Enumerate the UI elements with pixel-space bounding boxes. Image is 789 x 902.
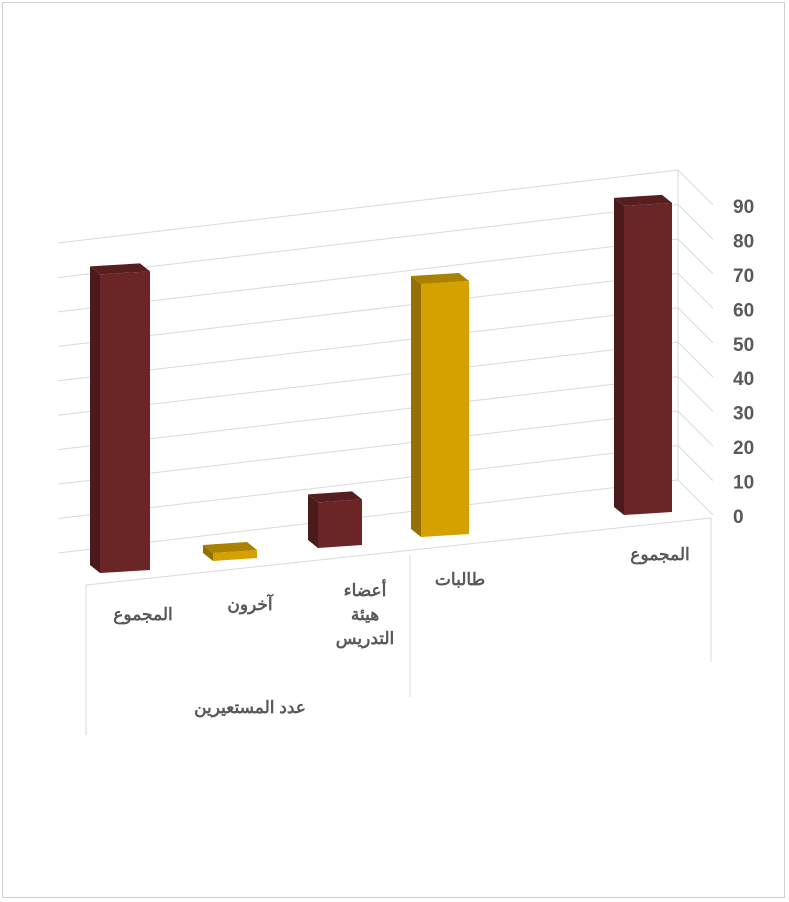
y-tick-label: 70 — [733, 266, 754, 287]
bar — [308, 491, 362, 548]
y-tick-label: 30 — [733, 404, 754, 425]
group-label: عدد المستعيرين — [194, 698, 306, 718]
y-tick-label: 0 — [733, 507, 744, 528]
bar-front — [100, 271, 150, 573]
bar — [614, 194, 672, 515]
side-gridline — [677, 307, 714, 344]
bar-top — [308, 491, 362, 503]
bar-side — [614, 197, 624, 515]
category-label: المجموع — [113, 605, 172, 625]
side-gridline — [677, 204, 714, 240]
y-tick-label: 90 — [733, 197, 754, 218]
group-labels: عدد المستعيرين — [194, 698, 306, 718]
y-tick-label: 50 — [733, 335, 754, 356]
bar-side — [411, 276, 421, 537]
gridlines — [57, 169, 714, 735]
bars — [90, 194, 672, 573]
bar-front — [624, 202, 672, 515]
y-tick-label: 20 — [733, 438, 754, 459]
bar-front — [213, 550, 257, 561]
y-axis-ticks: 0 10 20 30 40 50 60 70 80 90 — [733, 197, 754, 528]
bar-top — [411, 273, 469, 285]
gridline — [57, 238, 679, 313]
axis-divider — [85, 517, 712, 586]
gridline — [57, 376, 679, 451]
gridline — [57, 341, 679, 416]
gridline — [57, 479, 679, 554]
gridline — [57, 169, 679, 244]
bar-side — [90, 266, 100, 573]
side-gridline — [677, 341, 714, 378]
gridline — [57, 410, 679, 485]
category-label: المجموع — [630, 545, 689, 565]
side-gridline — [677, 238, 714, 275]
gridline — [57, 272, 679, 347]
side-gridline — [677, 445, 714, 481]
category-label: طالبات — [435, 570, 485, 589]
gridline — [57, 445, 679, 520]
side-gridline — [677, 272, 714, 309]
category-label: أعضاء هيئة التدريس — [336, 578, 395, 649]
y-tick-label: 40 — [733, 369, 754, 390]
bar-side — [308, 494, 318, 548]
bar-front — [318, 499, 362, 548]
y-tick-label: 80 — [733, 231, 754, 252]
bar — [411, 273, 469, 537]
bar-top — [614, 194, 672, 206]
side-gridline — [677, 376, 714, 413]
bar-top — [203, 542, 257, 553]
side-gridline — [677, 479, 714, 516]
bar-front — [421, 281, 469, 537]
side-gridline — [677, 169, 714, 206]
bar-top — [90, 263, 150, 275]
side-gridline — [677, 410, 714, 447]
y-tick-label: 60 — [733, 300, 754, 321]
bar-side — [203, 545, 213, 561]
category-labels: المجموع آخرون أعضاء هيئة التدريس طالبات المجمو… — [113, 545, 689, 649]
gridline — [57, 203, 679, 278]
category-label: آخرون — [227, 593, 274, 615]
bar — [90, 263, 150, 573]
gridline — [57, 307, 679, 382]
bar — [203, 542, 257, 561]
y-tick-label: 10 — [733, 473, 754, 494]
